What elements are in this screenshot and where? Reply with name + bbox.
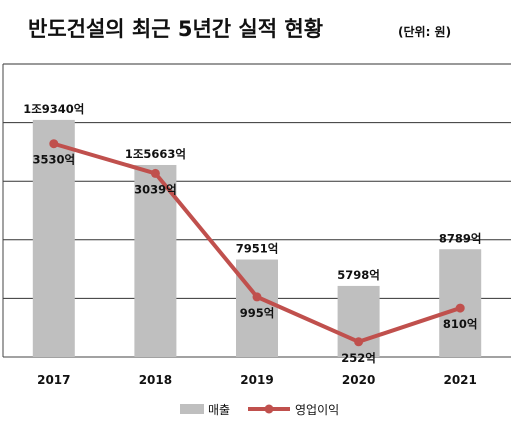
legend-swatch-sales bbox=[180, 404, 204, 414]
line-series bbox=[49, 139, 465, 347]
line-label-2017: 3530억 bbox=[33, 153, 76, 167]
bar-value-labels: 1조9340억 1조5663억 7951억 5798억 8789억 bbox=[23, 102, 481, 282]
bar-2021 bbox=[439, 249, 482, 357]
bar-2018 bbox=[134, 164, 177, 357]
legend-swatch-marker bbox=[264, 404, 274, 414]
legend-label-sales: 매출 bbox=[208, 403, 230, 417]
line-point-2019 bbox=[252, 292, 262, 302]
line-point-2020 bbox=[354, 337, 364, 347]
bar-2017 bbox=[32, 119, 75, 358]
line-label-2021: 810억 bbox=[443, 317, 478, 331]
line-point-2017 bbox=[49, 139, 59, 149]
x-tick-2019: 2019 bbox=[240, 373, 273, 387]
x-tick-2018: 2018 bbox=[139, 373, 172, 387]
x-tick-2020: 2020 bbox=[342, 373, 375, 387]
bar-label-2018: 1조5663억 bbox=[125, 147, 186, 161]
chart-subtitle: (단위: 원) bbox=[398, 24, 451, 39]
bar-label-2021: 8789억 bbox=[439, 231, 482, 245]
legend-label-operating-profit: 영업이익 bbox=[295, 403, 339, 417]
x-tick-2021: 2021 bbox=[443, 373, 476, 387]
line-point-2018 bbox=[150, 168, 160, 178]
line-label-2019: 995억 bbox=[240, 306, 275, 320]
bar-label-2019: 7951억 bbox=[236, 242, 279, 256]
bar-2020 bbox=[337, 285, 380, 357]
line-value-labels: 3530억 3039억 995억 252억 810억 bbox=[33, 153, 478, 365]
line-point-2021 bbox=[455, 303, 465, 313]
bar-2019 bbox=[236, 259, 278, 357]
bars bbox=[32, 119, 482, 358]
x-tick-2017: 2017 bbox=[37, 373, 70, 387]
chart-title: 반도건설의 최근 5년간 실적 현황 bbox=[28, 17, 323, 41]
line-label-2018: 3039억 bbox=[134, 182, 177, 196]
bar-label-2020: 5798억 bbox=[337, 268, 380, 282]
bar-label-2017: 1조9340억 bbox=[23, 102, 84, 116]
legend: 매출 영업이익 bbox=[180, 403, 339, 417]
line-label-2020: 252억 bbox=[341, 351, 376, 365]
x-axis: 2017 2018 2019 2020 2021 bbox=[37, 373, 477, 387]
